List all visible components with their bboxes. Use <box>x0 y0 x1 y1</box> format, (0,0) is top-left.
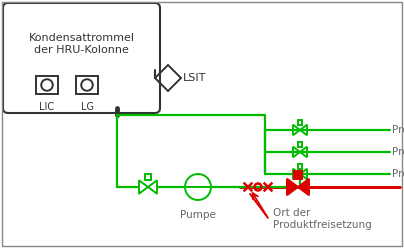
Bar <box>298 120 303 125</box>
Text: Kondensattrommel: Kondensattrommel <box>29 33 135 43</box>
Bar <box>294 171 302 179</box>
Text: LSIT: LSIT <box>183 73 206 83</box>
Text: Produktfreisetzung: Produktfreisetzung <box>273 220 372 230</box>
Text: Ort der: Ort der <box>273 208 310 218</box>
Bar <box>298 164 303 169</box>
Bar <box>145 174 151 180</box>
Text: der HRU-Kolonne: der HRU-Kolonne <box>34 45 129 55</box>
Bar <box>298 142 303 147</box>
Text: LIC: LIC <box>40 102 55 112</box>
Text: Pumpe: Pumpe <box>180 210 216 220</box>
Text: Prozesssequenz 2: Prozesssequenz 2 <box>392 147 404 157</box>
Text: Prozesssequenz 1: Prozesssequenz 1 <box>392 125 404 135</box>
Bar <box>76 76 98 94</box>
Polygon shape <box>287 179 298 195</box>
Polygon shape <box>298 179 309 195</box>
Bar <box>36 76 58 94</box>
Text: Prozesssequenz 3: Prozesssequenz 3 <box>392 169 404 179</box>
Text: LG: LG <box>80 102 93 112</box>
